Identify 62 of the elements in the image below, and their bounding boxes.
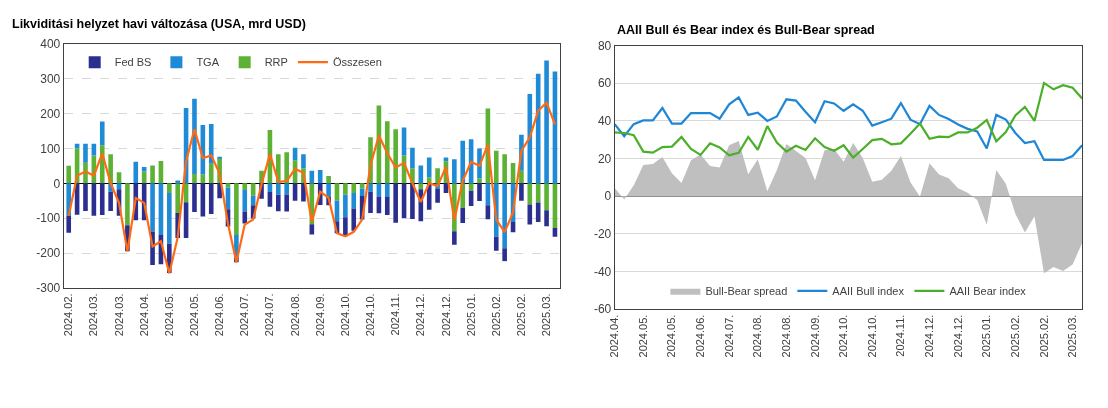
x-tick-label: 2024.02. [62,293,75,337]
x-tick-label: 2024.08. [288,293,301,337]
x-tick-label: 2024.11. [389,293,402,336]
x-tick-label: 2024.04. [137,293,150,337]
x-tick-label: 2024.07. [238,293,251,337]
y-tick-label: 400 [40,36,61,51]
legend-label: Összesen [332,56,382,69]
x-tick-label: 2024.10. [837,314,850,358]
y-tick-label: 100 [40,141,61,156]
y-tick-label: 0 [604,189,612,204]
x-tick-label: 2024.08. [779,314,792,358]
x-tick-label: 2024.06. [694,314,707,358]
x-tick-label: 2024.07. [722,314,735,358]
x-tick-label: 2025.02. [1037,314,1050,358]
y-tick-label: -300 [36,281,61,296]
y-tick-label: 300 [40,71,61,86]
x-tick-label: 2024.10. [364,293,377,337]
x-tick-label: 2024.12. [951,314,964,358]
x-tick-label: 2025.02. [489,293,502,337]
x-tick-label: 2025.01. [464,293,477,337]
x-tick-label: 2024.12. [923,314,936,358]
x-tick-label: 2024.04. [608,314,621,358]
chart-title: AAII Bull és Bear index és Bull-Bear spread [617,23,875,37]
x-tick-label: 2024.05. [636,314,649,358]
y-tick-label: -40 [593,264,612,279]
x-tick-label: 2024.10. [865,314,878,358]
y-tick-label: -60 [593,302,612,317]
y-tick-label: 80 [597,38,612,53]
y-tick-label: 200 [40,106,61,121]
y-tick-label: 40 [597,114,612,129]
chart-title: Likviditási helyzet havi változása (USA, mrd USD) [12,17,306,31]
y-tick-label: 0 [53,176,61,191]
x-tick-label: 2024.12. [414,293,427,337]
y-tick-label: 20 [597,151,612,166]
x-tick-label: 2024.09. [808,314,821,358]
x-tick-label: 2024.05. [665,314,678,358]
legend-label: Fed BS [114,56,152,69]
x-tick-label: 2024.09. [313,293,326,337]
x-tick-label: 2025.03. [1066,314,1079,358]
legend-label: Bull-Bear spread [705,285,788,298]
x-tick-label: 2024.10. [338,293,351,337]
x-tick-label: 2024.11. [894,314,907,357]
y-tick-label: -200 [36,246,61,261]
x-tick-label: 2025.02. [514,293,527,337]
x-tick-label: 2025.01. [980,314,993,358]
x-tick-label: 2024.12. [439,293,452,337]
x-tick-label: 2024.05. [188,293,201,337]
x-tick-label: 2024.05. [162,293,175,337]
x-tick-label: 2024.06. [213,293,226,337]
x-tick-label: 2024.03. [112,293,125,337]
y-tick-label: -100 [36,211,61,226]
legend-label: RRP [264,56,288,69]
x-tick-label: 2025.02. [1008,314,1021,358]
legend-label: AAII Bull index [832,285,905,298]
legend-label: AAII Bear index [949,285,1027,298]
y-tick-label: -20 [593,227,612,242]
x-tick-label: 2024.07. [263,293,276,337]
x-tick-label: 2024.08. [751,314,764,358]
legend-label: TGA [196,56,220,69]
y-tick-label: 60 [597,76,612,91]
x-tick-label: 2025.03. [540,293,553,337]
x-tick-label: 2024.03. [87,293,100,337]
